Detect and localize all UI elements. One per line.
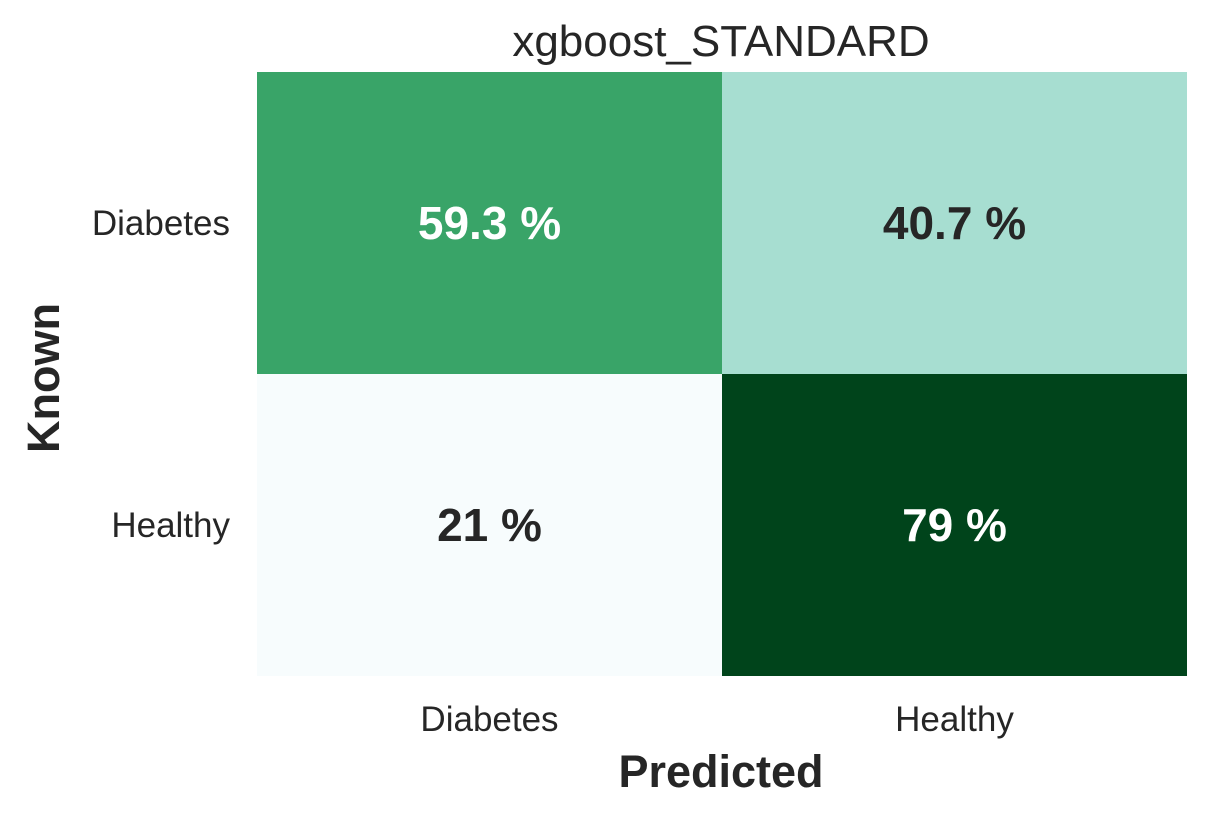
- heatmap-cell-label: 40.7 %: [883, 197, 1026, 249]
- x-axis-label: Predicted: [618, 746, 823, 797]
- y-axis-tick-labels: Diabetes Healthy: [92, 204, 231, 545]
- y-axis-label: Known: [18, 303, 69, 453]
- heatmap-cell: [722, 72, 1187, 374]
- heatmap-cell-label: 79 %: [902, 499, 1007, 551]
- x-tick-label: Diabetes: [420, 700, 558, 739]
- heatmap-cells: [257, 72, 1187, 676]
- heatmap-cell-label: 59.3 %: [418, 197, 561, 249]
- heatmap-cell-labels: 59.3 % 40.7 % 21 % 79 %: [418, 197, 1026, 551]
- heatmap-cell: [722, 374, 1187, 676]
- heatmap-cell: [257, 72, 722, 374]
- x-tick-label: Healthy: [895, 700, 1014, 739]
- y-tick-label: Diabetes: [92, 204, 230, 243]
- x-axis-tick-labels: Diabetes Healthy: [420, 700, 1014, 739]
- heatmap-cell-label: 21 %: [437, 499, 542, 551]
- y-tick-label: Healthy: [111, 506, 230, 545]
- heatmap-cell: [257, 374, 722, 676]
- chart-title: xgboost_STANDARD: [512, 17, 929, 66]
